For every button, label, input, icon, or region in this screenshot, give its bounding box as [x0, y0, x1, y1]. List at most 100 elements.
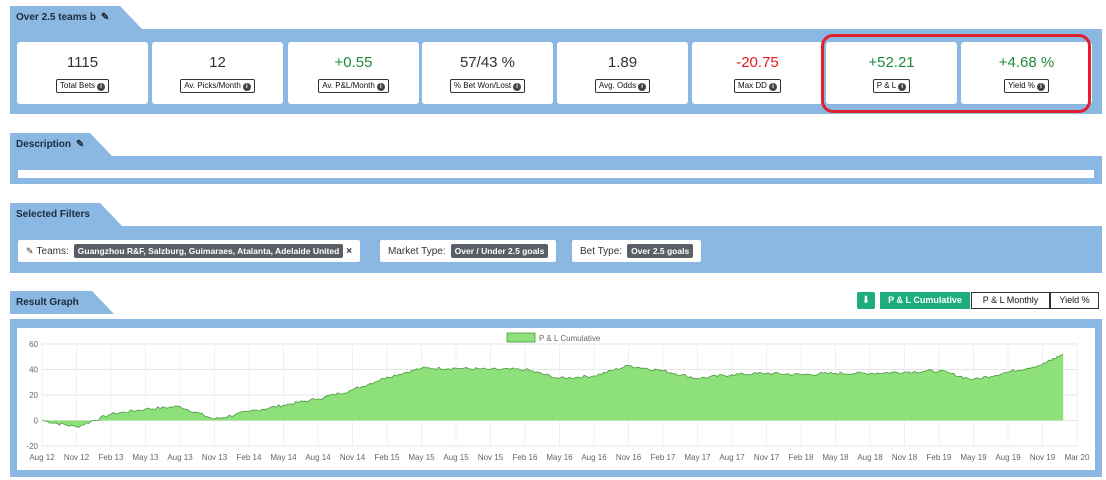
x-tick-label: May 13 [132, 453, 159, 462]
stat-box: 57/43 % % Bet Won/Lost i [422, 42, 553, 104]
x-tick-label: Aug 19 [995, 453, 1021, 462]
teams-filter-label: Teams: [36, 245, 69, 257]
info-icon[interactable]: i [97, 83, 106, 91]
stat-label-text: Total Bets [59, 81, 96, 90]
market-type-filter: Market Type: Over / Under 2.5 goals [380, 240, 557, 262]
stat-label[interactable]: Total Bets i [55, 79, 110, 93]
description-title: Description [16, 139, 72, 150]
info-icon[interactable]: i [242, 83, 251, 91]
x-tick-label: Nov 16 [616, 453, 642, 462]
stat-box: 12 Av. Picks/Month i [152, 42, 283, 104]
teams-filter-chip: Guangzhou R&F, Salzburg, Guimaraes, Atal… [73, 244, 344, 258]
x-tick-label: Aug 13 [167, 453, 193, 462]
edit-title-pencil-icon[interactable]: ✎ [101, 12, 110, 23]
info-icon[interactable]: i [638, 83, 647, 91]
stat-box: 1115 Total Bets i [17, 42, 148, 104]
stat-box: +4.68 % Yield % i [961, 42, 1092, 104]
strategy-title-tab: Over 2.5 teams b ✎ [10, 6, 142, 29]
x-tick-label: Feb 19 [927, 453, 952, 462]
stat-box: 1.89 Avg. Odds i [557, 42, 688, 104]
pencil-icon[interactable]: ✎ [26, 245, 34, 256]
x-tick-label: Nov 18 [892, 453, 918, 462]
stat-value: -20.75 [736, 54, 779, 71]
stat-label[interactable]: Avg. Odds i [594, 79, 651, 93]
x-tick-label: Aug 12 [29, 453, 55, 462]
info-icon[interactable]: i [513, 83, 522, 91]
x-tick-label: Aug 15 [443, 453, 469, 462]
stat-value: +4.68 % [998, 54, 1055, 71]
x-tick-label: Feb 13 [99, 453, 124, 462]
stat-value: +52.21 [868, 54, 915, 71]
y-tick-label: 20 [29, 391, 38, 400]
stat-value: 12 [209, 54, 226, 71]
info-icon[interactable]: i [1036, 83, 1045, 91]
stat-value: 57/43 % [459, 54, 516, 71]
info-icon[interactable]: i [768, 83, 777, 91]
remove-teams-filter-close-icon[interactable]: × [346, 245, 353, 257]
x-tick-label: Mar 20 [1065, 453, 1090, 462]
stat-label-text: P & L [876, 81, 897, 90]
stat-label[interactable]: Av. P&L/Month i [318, 79, 389, 93]
pl-cumulative-chart: -20 0 20 40 60 Aug 12 Nov 12 Feb 13 May 13 Aug 13… [26, 332, 1090, 462]
x-tick-label: May 17 [684, 453, 711, 462]
stat-label-text: Avg. Odds [598, 81, 637, 90]
description-band [10, 156, 1102, 184]
stat-box: +0.55 Av. P&L/Month i [288, 42, 419, 104]
y-tick-label: 40 [29, 366, 38, 375]
stat-label-text: Max DD [738, 81, 767, 90]
x-tick-label: Feb 14 [237, 453, 262, 462]
x-tick-label: Aug 17 [719, 453, 745, 462]
x-tick-label: Aug 16 [581, 453, 607, 462]
description-text[interactable] [18, 170, 1094, 178]
info-icon[interactable]: i [376, 83, 385, 91]
edit-description-pencil-icon[interactable]: ✎ [76, 139, 85, 150]
legend-swatch [506, 332, 536, 343]
stat-label-text: Av. P&L/Month [322, 81, 375, 90]
y-tick-label: 60 [29, 340, 38, 349]
x-tick-label: Nov 17 [754, 453, 780, 462]
result-graph-title: Result Graph [16, 297, 79, 308]
market-type-label: Market Type: [388, 245, 446, 257]
description-tab: Description ✎ [10, 133, 112, 156]
pl-cumulative-button[interactable]: P & L Cumulative [880, 292, 970, 309]
download-icon[interactable]: ⬇ [857, 292, 875, 309]
yield-button[interactable]: Yield % [1050, 292, 1099, 309]
x-tick-label: May 18 [822, 453, 849, 462]
highlight-annotation [821, 34, 1091, 113]
stat-label[interactable]: Max DD i [734, 79, 781, 93]
bet-type-chip: Over 2.5 goals [627, 244, 694, 258]
result-graph-tab: Result Graph [10, 291, 114, 314]
stat-label-text: Yield % [1008, 81, 1035, 90]
stat-box: -20.75 Max DD i [692, 42, 823, 104]
x-tick-label: Aug 18 [857, 453, 883, 462]
x-tick-label: Nov 19 [1030, 453, 1056, 462]
stat-value: +0.55 [334, 54, 373, 71]
stat-label[interactable]: Av. Picks/Month i [180, 79, 255, 93]
x-tick-label: Nov 15 [478, 453, 504, 462]
x-tick-label: Feb 18 [789, 453, 814, 462]
x-tick-label: Feb 15 [375, 453, 400, 462]
x-tick-label: May 19 [960, 453, 987, 462]
x-tick-label: Nov 13 [202, 453, 228, 462]
x-tick-label: Feb 16 [513, 453, 538, 462]
teams-filter: ✎ Teams: Guangzhou R&F, Salzburg, Guimar… [18, 240, 361, 262]
x-tick-label: Feb 17 [651, 453, 676, 462]
selected-filters-tab: Selected Filters [10, 203, 122, 226]
pl-line [41, 353, 1064, 428]
stat-label[interactable]: Yield % i [1004, 79, 1049, 93]
stat-label-text: Av. Picks/Month [184, 81, 241, 90]
stat-label-text: % Bet Won/Lost [453, 81, 512, 90]
x-tick-label: May 16 [546, 453, 573, 462]
selected-filters-title: Selected Filters [16, 209, 90, 220]
info-icon[interactable]: i [898, 83, 907, 91]
stat-value: 1115 [66, 54, 99, 71]
x-tick-label: Nov 14 [340, 453, 366, 462]
bet-type-label: Bet Type: [580, 245, 623, 257]
stat-label[interactable]: % Bet Won/Lost i [449, 79, 526, 93]
x-tick-label: May 14 [270, 453, 297, 462]
x-tick-label: Nov 12 [64, 453, 90, 462]
x-tick-label: Aug 14 [305, 453, 331, 462]
pl-monthly-button[interactable]: P & L Monthly [971, 292, 1050, 309]
